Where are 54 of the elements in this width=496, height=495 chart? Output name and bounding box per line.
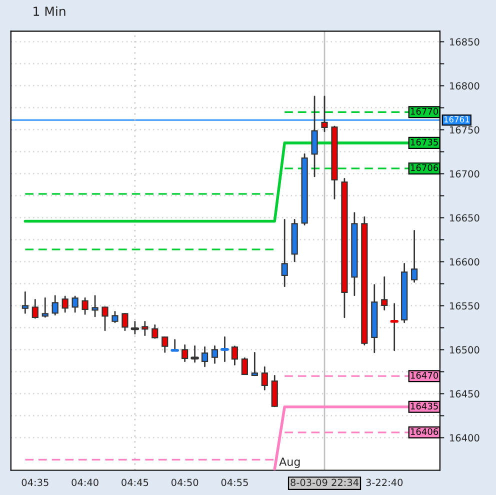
data-label: 16706 (410, 164, 438, 172)
y-tick-label: 16400 (450, 434, 480, 442)
candlestick (411, 230, 418, 283)
x-tick-label: 04:55 (221, 478, 248, 486)
candlestick (102, 306, 108, 332)
candlestick (152, 324, 158, 339)
candlestick (42, 297, 48, 318)
data-label: 16735 (410, 138, 438, 146)
ref-line-label: 16761 (444, 116, 470, 122)
y-tick-label: 16450 (450, 390, 480, 398)
y-tick-label: 16850 (450, 38, 480, 46)
x-tick-label: 04:45 (122, 478, 148, 486)
data-label: 16770 (410, 108, 438, 115)
data-label: 16406 (410, 428, 438, 436)
y-tick-label: 16700 (450, 170, 480, 178)
candlestick (162, 336, 168, 353)
y-tick-label: 16800 (450, 82, 480, 90)
candlestick (201, 346, 208, 368)
candlestick (211, 345, 218, 364)
data-label: 16435 (410, 402, 438, 410)
x-tick-label: 04:40 (72, 478, 98, 486)
candlestick (112, 311, 118, 324)
candlestick (190, 345, 199, 363)
candlestick (142, 321, 148, 336)
candlestick (32, 299, 38, 319)
candlestick (321, 96, 328, 132)
candlestick (182, 344, 188, 362)
chart-title: 1 Min (34, 6, 66, 16)
x-tick-label: 04:50 (171, 478, 198, 486)
candlestick (311, 96, 318, 178)
x-tick-label: 8-03-09 22:34 (290, 478, 358, 486)
y-tick-label: 16650 (450, 214, 480, 222)
candlestick (122, 313, 128, 332)
candlestick (220, 336, 229, 362)
candlestick (82, 297, 88, 315)
candlestick (251, 352, 258, 376)
y-tick-label: 16550 (450, 302, 480, 310)
candlestick (72, 296, 78, 313)
y-tick-label: 16500 (450, 346, 480, 354)
candlestick (92, 295, 98, 318)
candlestick (281, 219, 288, 288)
y-tick-label: 16750 (450, 126, 480, 134)
data-label: 16470 (410, 372, 438, 379)
candlestick (381, 276, 388, 310)
x-tick-label: 3-22:40 (366, 478, 403, 486)
candlestick (261, 366, 268, 390)
y-tick-label: 16600 (450, 258, 480, 266)
candlestick (62, 296, 68, 313)
candlestick (22, 291, 28, 314)
candlestick (52, 295, 58, 316)
candlestick (231, 346, 238, 366)
annotation: Aug (279, 458, 300, 468)
candlestick (241, 357, 248, 376)
x-tick-label: 04:35 (22, 478, 48, 486)
